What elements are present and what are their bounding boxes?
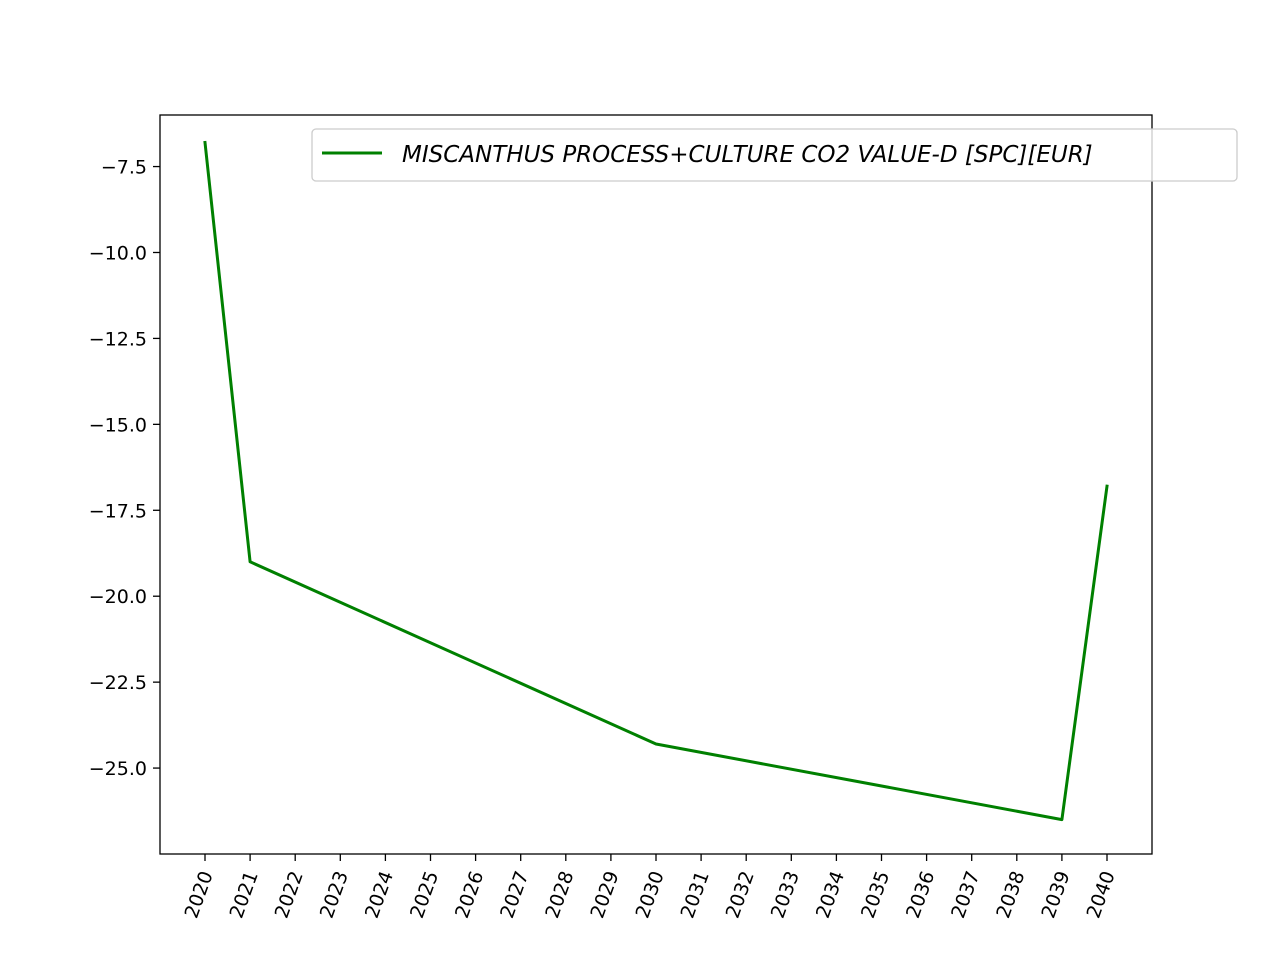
x-tick-label: 2032 [722, 868, 759, 921]
x-tick-label: 2040 [1082, 868, 1119, 921]
x-tick-label: 2022 [271, 868, 308, 921]
legend-label: MISCANTHUS PROCESS+CULTURE CO2 VALUE-D [… [402, 142, 1093, 168]
x-tick-label: 2024 [361, 868, 398, 921]
x-tick-label: 2039 [1037, 868, 1074, 921]
x-tick-label: 2034 [812, 868, 849, 921]
x-tick-label: 2023 [316, 868, 353, 921]
y-tick-label: −15.0 [89, 414, 147, 436]
x-tick-label: 2031 [677, 868, 714, 921]
x-tick-label: 2030 [631, 868, 668, 921]
y-axis: −7.5 −10.0 −12.5 −15.0 −17.5 −20.0 −22.5 −25.0 [89, 157, 160, 780]
series-line-0 [203, 140, 1109, 822]
plot-area [160, 115, 1152, 854]
x-tick-label: 2027 [496, 868, 533, 921]
x-tick-label: 2021 [226, 868, 263, 921]
x-tick-label: 2025 [406, 868, 443, 921]
x-tick-label: 2038 [992, 868, 1029, 921]
x-tick-label: 2037 [947, 868, 984, 921]
y-tick-label: −7.5 [101, 157, 147, 179]
x-tick-label: 2028 [541, 868, 578, 921]
legend-box [311, 128, 1238, 182]
x-tick-label: 2036 [902, 868, 939, 921]
y-tick-label: −10.0 [89, 242, 147, 264]
x-tick-label: 2033 [767, 868, 804, 921]
y-tick-label: −22.5 [89, 672, 147, 694]
y-tick-label: −17.5 [89, 500, 147, 522]
y-tick-label: −20.0 [89, 586, 147, 608]
y-tick-label: −12.5 [89, 328, 147, 350]
x-tick-label: 2029 [586, 868, 623, 921]
x-tick-label: 2020 [180, 868, 217, 921]
y-tick-label: −25.0 [89, 758, 147, 780]
series-layer [203, 140, 1109, 822]
x-tick-label: 2035 [857, 868, 894, 921]
x-axis: 2020 2021 2022 2023 2024 2025 2026 2027 2028 2029… [180, 854, 1120, 921]
plot-frame [159, 114, 1153, 855]
legend: MISCANTHUS PROCESS+CULTURE CO2 VALUE-D [… [311, 128, 1238, 182]
x-tick-label: 2026 [451, 868, 488, 921]
